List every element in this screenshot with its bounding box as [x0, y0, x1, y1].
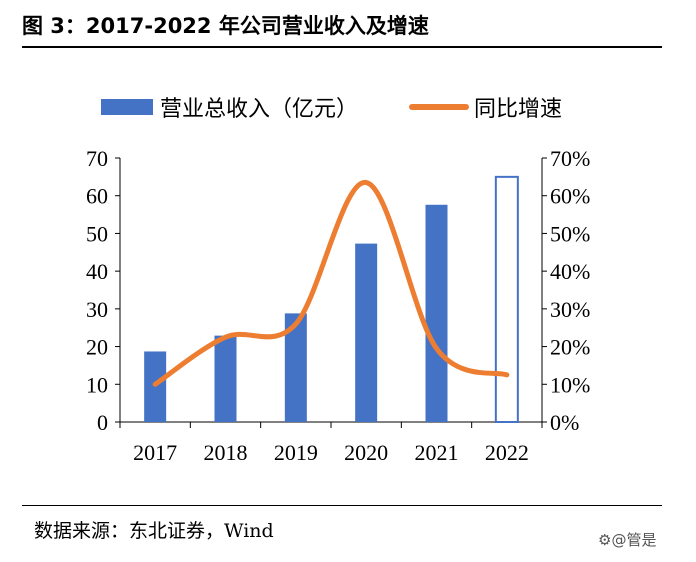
bar — [425, 204, 448, 422]
y-right-tick-label: 30% — [550, 297, 590, 322]
x-tick-label: 2022 — [485, 440, 529, 465]
legend-line-label: 同比增速 — [474, 96, 562, 121]
bar — [284, 313, 307, 422]
growth-line — [152, 180, 510, 387]
legend-bar-swatch — [101, 99, 153, 115]
y-left-tick-label: 10 — [86, 372, 108, 397]
bar — [355, 243, 378, 422]
bar-estimate — [494, 175, 519, 423]
y-right-tick-label: 50% — [550, 221, 590, 246]
x-tick-label: 2019 — [274, 440, 318, 465]
title-divider — [22, 46, 662, 48]
legend-bar-label: 营业总收入（亿元） — [160, 96, 358, 121]
y-left-tick-label: 20 — [86, 335, 108, 360]
y-left-tick-label: 0 — [97, 410, 108, 435]
y-right-tick-label: 0% — [550, 410, 579, 435]
y-right-tick-label: 40% — [550, 259, 590, 284]
x-tick-label: 2021 — [415, 440, 459, 465]
x-tick-label: 2020 — [344, 440, 388, 465]
y-left-tick-label: 60 — [86, 184, 108, 209]
chart-title: 图 3：2017-2022 年公司营业收入及增速 — [22, 14, 429, 38]
y-right-tick-label: 20% — [550, 335, 590, 360]
y-left-tick-label: 50 — [86, 221, 108, 246]
y-left-tick-label: 40 — [86, 259, 108, 284]
x-tick-label: 2017 — [133, 440, 177, 465]
y-right-tick-label: 10% — [550, 372, 590, 397]
y-left-tick-label: 30 — [86, 297, 108, 322]
y-left-tick-label: 70 — [86, 146, 108, 171]
source-divider — [22, 505, 662, 506]
watermark-text: ⚙@管是 — [598, 531, 657, 549]
source-note: 数据来源：东北证券，Wind — [34, 520, 274, 542]
x-tick-label: 2018 — [204, 440, 248, 465]
y-right-tick-label: 60% — [550, 184, 590, 209]
bar — [214, 335, 237, 422]
y-right-tick-label: 70% — [550, 146, 590, 171]
chart-area: 营业总收入（亿元） 同比增速 0 10 20 30 40 50 60 70 0% 10% 20% 30% 4… — [86, 96, 590, 465]
